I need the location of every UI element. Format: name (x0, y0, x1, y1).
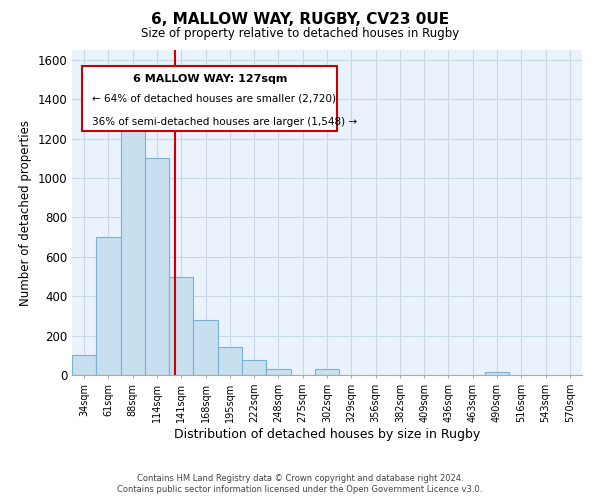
Text: Contains HM Land Registry data © Crown copyright and database right 2024.
Contai: Contains HM Land Registry data © Crown c… (118, 474, 482, 494)
Bar (121, 113, 145, 375)
Text: 36% of semi-detached houses are larger (1,548) →: 36% of semi-detached houses are larger (… (92, 116, 358, 126)
Text: 6 MALLOW WAY: 127sqm: 6 MALLOW WAY: 127sqm (133, 74, 287, 85)
Bar (315, 369, 339, 375)
FancyBboxPatch shape (82, 66, 337, 131)
Text: 6, MALLOW WAY, RUGBY, CV23 0UE: 6, MALLOW WAY, RUGBY, CV23 0UE (151, 12, 449, 28)
Text: Size of property relative to detached houses in Rugby: Size of property relative to detached ho… (141, 28, 459, 40)
Bar (266, 369, 290, 375)
Bar (145, 158, 169, 375)
Bar (169, 276, 193, 375)
Bar (193, 320, 218, 375)
X-axis label: Distribution of detached houses by size in Rugby: Distribution of detached houses by size … (174, 428, 480, 440)
Text: ← 64% of detached houses are smaller (2,720): ← 64% of detached houses are smaller (2,… (92, 94, 337, 104)
Bar (485, 372, 509, 375)
Bar (242, 360, 266, 375)
Bar (96, 237, 121, 375)
Bar (218, 348, 242, 375)
Bar (72, 356, 96, 375)
Y-axis label: Number of detached properties: Number of detached properties (19, 120, 32, 306)
